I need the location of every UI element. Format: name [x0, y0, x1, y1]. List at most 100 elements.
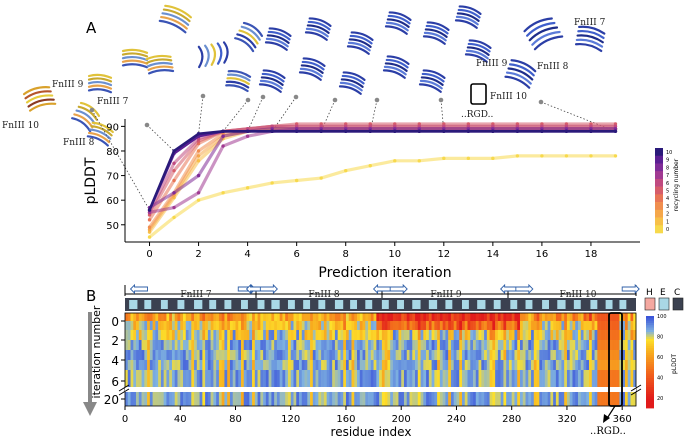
heatmap-cell-r5-c132 [489, 360, 493, 370]
series-point-5-11 [417, 122, 421, 126]
heatmap-cell-r1-c114 [439, 321, 443, 330]
heatmap-cell-r2-c90 [373, 330, 377, 340]
connector-line-4 [247, 96, 264, 132]
heatmap-cell-r1-c76 [334, 321, 338, 330]
heatmap-cell-r0-c168 [589, 313, 593, 321]
structure-iter-late-10-strand-0 [458, 5, 482, 15]
heatmap-cell-r5-c106 [417, 360, 421, 370]
ss-legend-swatch-E [658, 297, 670, 311]
heatmap-cell-r6-c146 [528, 370, 532, 387]
heatmap-cell-r5-c60 [290, 360, 294, 370]
structure-iter-0a-strand-4 [28, 102, 57, 112]
heatmap-cell-r2-c157 [558, 330, 562, 340]
heatmap-cell-r5-c6 [141, 360, 145, 370]
heatmap-cell-r2-c63 [299, 330, 303, 340]
heatmap-cell-r7-c134 [495, 392, 499, 406]
heatmap-cell-r2-c164 [577, 330, 582, 340]
heatmap-cell-r4-c150 [539, 350, 543, 360]
heatmap-cell-r4-c93 [381, 350, 385, 360]
heatmap-cell-r2-c38 [229, 330, 234, 340]
protein-structure-illustrations [22, 4, 606, 147]
heatmap-cell-r4-c132 [489, 350, 493, 360]
heatmap-cell-r7-c142 [517, 392, 521, 406]
structure-iter-late-0-strand-3 [265, 37, 289, 48]
heatmap-cell-r4-c102 [406, 350, 410, 360]
heatmap-cell-r2-c118 [450, 330, 454, 340]
heatmap-cell-r4-c175 [608, 350, 612, 360]
heatmap-cell-r2-c84 [357, 330, 361, 340]
heatmap-cell-r0-c78 [340, 313, 344, 321]
heatmap-cell-r3-c116 [445, 340, 449, 350]
structure-iter-1a [158, 4, 192, 34]
heatmap-cell-r6-c62 [296, 370, 300, 387]
heatmap-cell-r1-c125 [470, 321, 474, 330]
heatmap-cell-r5-c8 [147, 360, 151, 370]
heatmap-cell-r3-c30 [207, 340, 211, 350]
heatmap-cell-r7-c43 [243, 392, 247, 406]
heatmap-cell-r1-c142 [517, 321, 521, 330]
heatmap-cell-r2-c68 [312, 330, 316, 340]
heatmap-cell-r7-c100 [401, 392, 405, 406]
heatmap-cell-r5-c174 [605, 360, 609, 370]
heatmap-cell-r2-c133 [492, 330, 496, 340]
heatmap-cell-r2-c142 [517, 330, 521, 340]
heatmap-cell-r3-c23 [188, 340, 192, 350]
heatmap-cell-r4-c152 [544, 350, 548, 360]
domain-labels: FnIII 7 FnIII 8 FnIII 9 FnIII 10 [180, 290, 596, 300]
heatmap-cell-r5-c172 [600, 360, 604, 370]
ss-strand-14 [350, 300, 358, 309]
heatmap-cell-r5-c154 [550, 360, 554, 370]
heatmap-cell-r6-c85 [359, 370, 363, 387]
ss-strand-10 [287, 300, 295, 309]
heatmap-cell-r1-c157 [558, 321, 562, 330]
heatmap-cell-r0-c171 [597, 313, 601, 321]
heatmap-cell-r1-c10 [152, 321, 156, 330]
heatmap-cell-r3-c56 [279, 340, 283, 350]
heatmap-cell-r7-c181 [624, 392, 629, 406]
heatmap-cell-r1-c63 [299, 321, 303, 330]
heatmap-cell-r1-c172 [600, 321, 604, 330]
structure-iter-late-5-strand-0 [342, 71, 366, 81]
series-point-8-7 [319, 127, 323, 131]
heatmap-cell-r0-c67 [310, 313, 314, 321]
heatmap-cell-r2-c87 [365, 330, 369, 340]
heatmap-cell-r3-c86 [362, 340, 366, 350]
heatmap-cell-r0-c14 [163, 313, 167, 321]
heatmap-cell-r2-c179 [619, 330, 623, 340]
heatmap-cell-r7-c95 [387, 392, 391, 406]
heatmap-cell-r7-c23 [188, 392, 192, 406]
heatmap-cell-r3-c45 [249, 340, 253, 350]
heatmap-cell-r0-c141 [514, 313, 518, 321]
heatmap-cell-r6-c167 [586, 370, 590, 387]
heatmap-cell-r1-c56 [279, 321, 283, 330]
series-point-6-7 [319, 124, 323, 129]
heatmap-cell-r3-c126 [473, 340, 477, 350]
heatmap-cell-r1-c153 [547, 321, 551, 330]
heatmap-cell-r2-c40 [235, 330, 239, 340]
heatmap-cell-r5-c178 [616, 360, 620, 370]
structure-iter-late-2-strand-4 [304, 31, 328, 41]
heatmap-cell-r3-c36 [224, 340, 228, 350]
heatmap-cell-r5-c103 [409, 360, 413, 370]
heatmap-cell-r1-c59 [287, 321, 292, 330]
heatmap-cell-r7-c172 [600, 392, 604, 406]
heatmap-cell-r2-c74 [329, 330, 333, 340]
series-point-10-7 [319, 129, 323, 133]
heatmap-cell-r0-c37 [227, 313, 231, 321]
heatmap-cell-r7-c32 [213, 392, 217, 406]
heatmap-cell-r5-c17 [171, 360, 176, 370]
heatmap-cell-r6-c130 [484, 370, 488, 387]
heatmap-cell-r0-c177 [613, 313, 617, 321]
heatmap-cell-r6-c142 [517, 370, 521, 387]
heatmap-cell-r0-c123 [464, 313, 468, 321]
heatmap-cell-r4-c54 [274, 350, 278, 360]
series-point-8-18 [589, 127, 593, 131]
heatmap-cell-r5-c179 [619, 360, 623, 370]
heatmap-cell-r6-c75 [332, 370, 336, 387]
heatmap-cell-r2-c52 [268, 330, 272, 340]
structure-iter-1c [145, 54, 175, 75]
heatmap-cell-r7-c104 [412, 392, 416, 406]
heatmap-cell-r5-c59 [287, 360, 292, 370]
heatmap-cell-r6-c16 [169, 370, 173, 387]
